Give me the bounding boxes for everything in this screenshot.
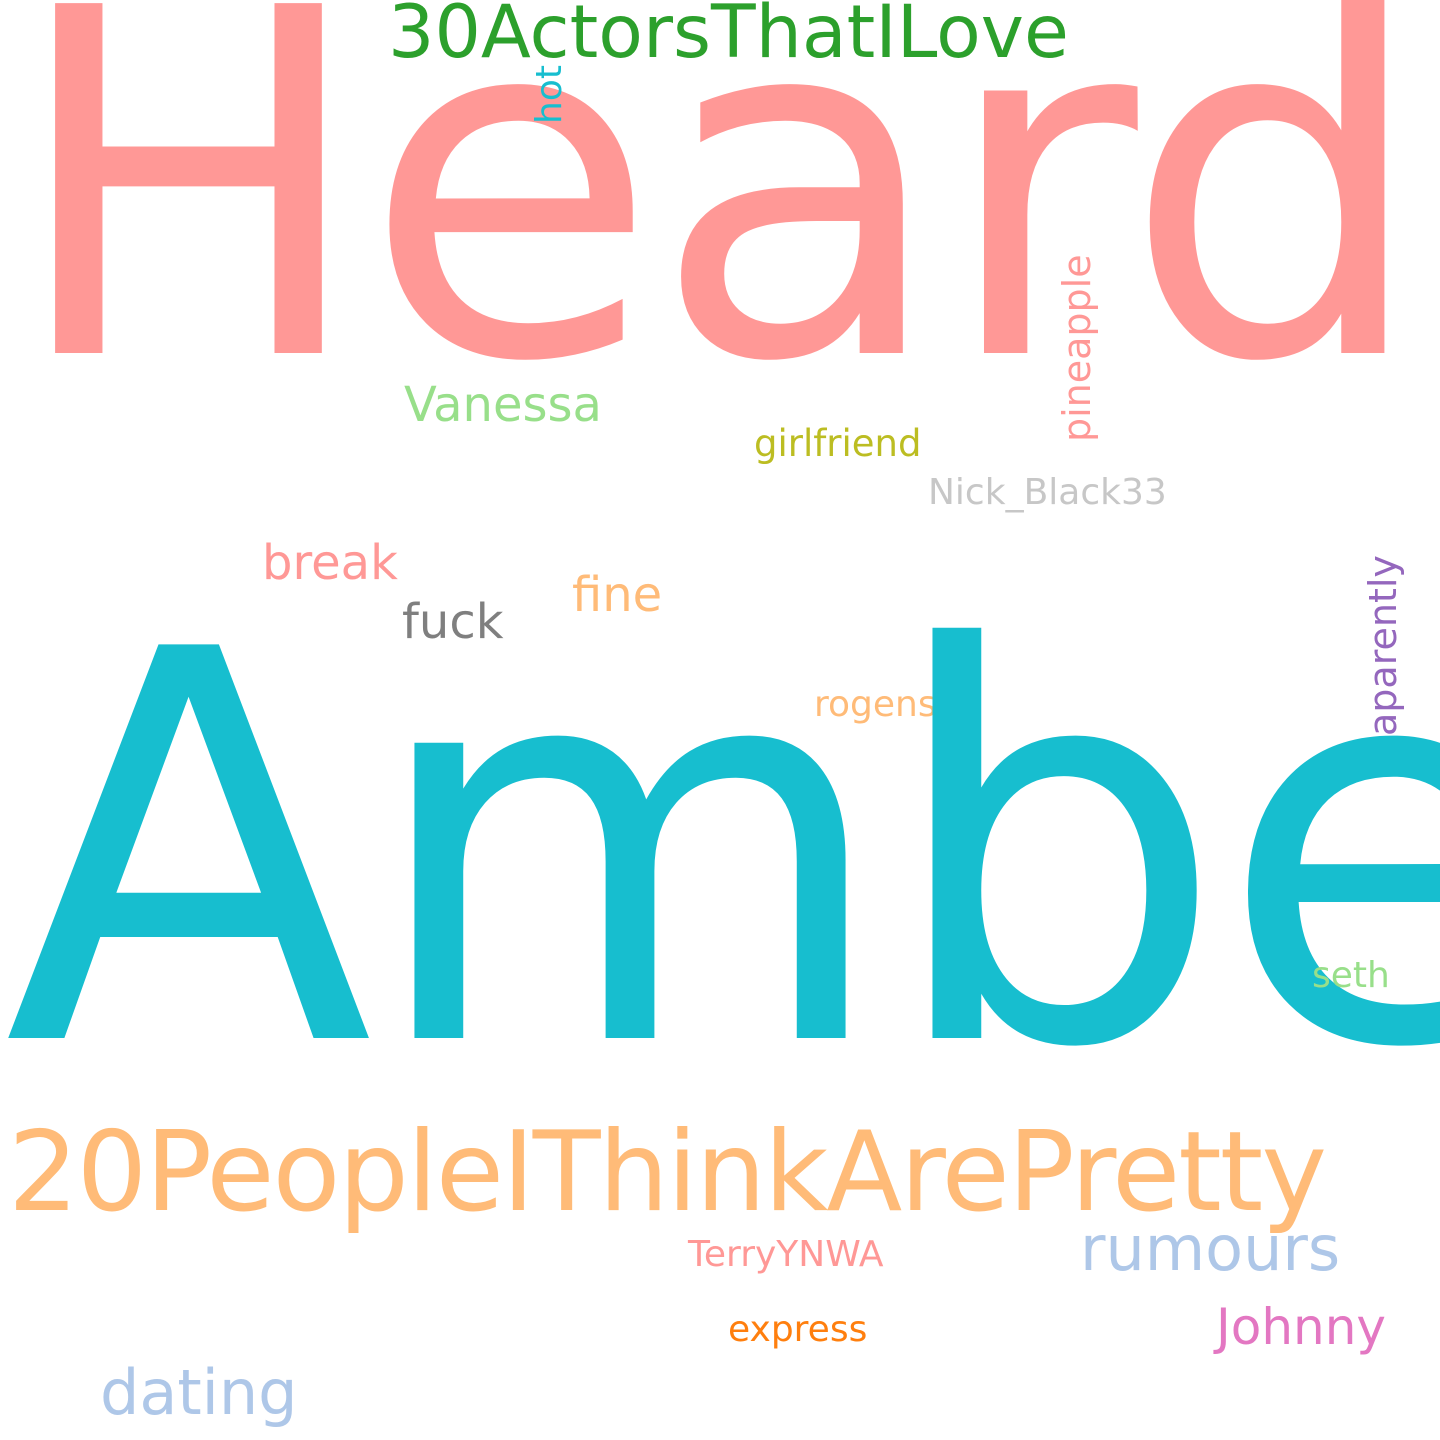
word-nick: Nick_Black33 (928, 472, 1167, 513)
word-rogens: rogens (814, 684, 937, 725)
word-dating: dating (100, 1356, 298, 1429)
word-girlfriend: girlfriend (754, 422, 922, 465)
word-rumours: rumours (1080, 1212, 1341, 1285)
word-hot: hot (529, 65, 570, 124)
word-30actors: 30ActorsThatILove (388, 0, 1069, 75)
word-seth: seth (1312, 955, 1390, 996)
word-fine: fine (572, 567, 663, 623)
word-break: break (262, 535, 398, 591)
word-amber: Amber (4, 538, 1440, 1166)
word-heard: Heard (8, 0, 1428, 467)
word-fuck: fuck (402, 594, 504, 650)
word-vanessa: Vanessa (404, 377, 602, 433)
word-20people: 20PeopleIThinkArePretty (8, 1108, 1327, 1237)
word-johnny: Johnny (1216, 1298, 1386, 1356)
word-terry: TerryYNWA (688, 1234, 884, 1275)
word-pineapple: pineapple (1055, 254, 1099, 442)
word-express: express (728, 1309, 868, 1350)
